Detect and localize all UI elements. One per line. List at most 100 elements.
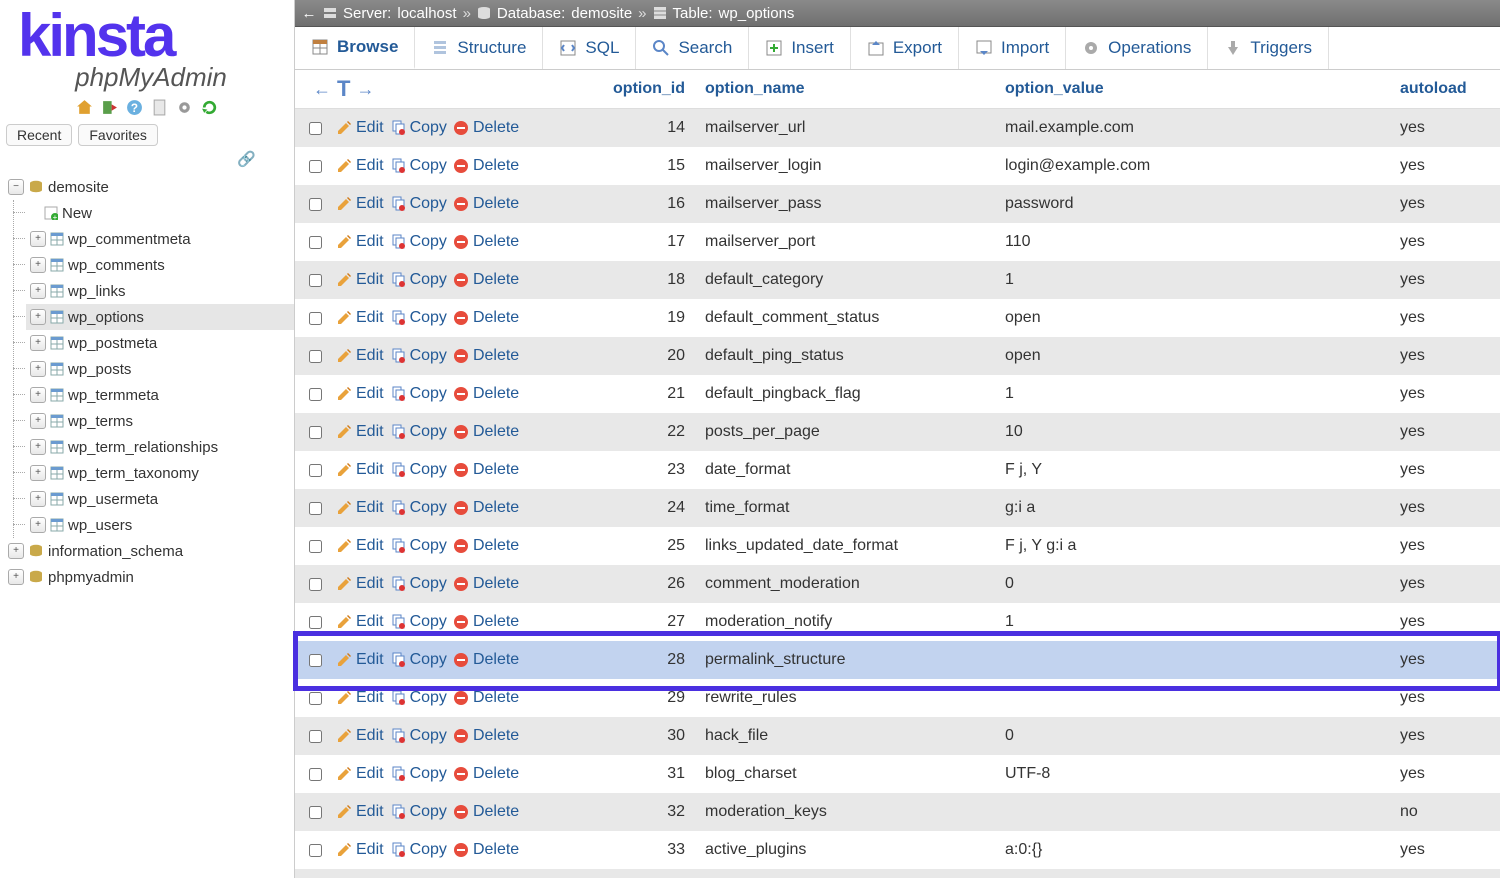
- recent-tab[interactable]: Recent: [6, 124, 72, 146]
- row-checkbox[interactable]: [309, 844, 322, 857]
- link-icon[interactable]: 🔗: [0, 150, 294, 172]
- sort-controls[interactable]: ←T→: [305, 76, 374, 102]
- tree-table-wp_usermeta[interactable]: +wp_usermeta: [26, 486, 294, 512]
- delete-link[interactable]: Delete: [453, 309, 519, 327]
- delete-link[interactable]: Delete: [453, 423, 519, 441]
- table-row[interactable]: Edit Copy Delete24time_formatg:i ayes: [295, 489, 1500, 527]
- edit-link[interactable]: Edit: [336, 803, 384, 821]
- bc-table[interactable]: wp_options: [719, 5, 795, 22]
- help-icon[interactable]: ?: [126, 99, 143, 116]
- tree-table-wp_links[interactable]: +wp_links: [26, 278, 294, 304]
- table-row[interactable]: Edit Copy Delete17mailserver_port110yes: [295, 223, 1500, 261]
- col-autoload[interactable]: autoload: [1390, 70, 1500, 109]
- copy-link[interactable]: Copy: [390, 499, 447, 517]
- edit-link[interactable]: Edit: [336, 461, 384, 479]
- col-option-value[interactable]: option_value: [995, 70, 1390, 109]
- copy-link[interactable]: Copy: [390, 271, 447, 289]
- favorites-tab[interactable]: Favorites: [78, 124, 158, 146]
- row-checkbox[interactable]: [309, 274, 322, 287]
- table-row[interactable]: Edit Copy Delete33active_pluginsa:0:{}ye…: [295, 831, 1500, 869]
- copy-link[interactable]: Copy: [390, 461, 447, 479]
- row-checkbox[interactable]: [309, 160, 322, 173]
- copy-link[interactable]: Copy: [390, 347, 447, 365]
- row-checkbox[interactable]: [309, 350, 322, 363]
- copy-link[interactable]: Copy: [390, 727, 447, 745]
- delete-link[interactable]: Delete: [453, 651, 519, 669]
- tab-browse[interactable]: Browse: [295, 27, 415, 69]
- edit-link[interactable]: Edit: [336, 119, 384, 137]
- tree-table-wp_commentmeta[interactable]: +wp_commentmeta: [26, 226, 294, 252]
- copy-link[interactable]: Copy: [390, 423, 447, 441]
- copy-link[interactable]: Copy: [390, 385, 447, 403]
- tab-operations[interactable]: Operations: [1066, 27, 1208, 69]
- bc-db[interactable]: demosite: [571, 5, 632, 22]
- table-row[interactable]: Edit Copy Delete32moderation_keysno: [295, 793, 1500, 831]
- delete-link[interactable]: Delete: [453, 575, 519, 593]
- copy-link[interactable]: Copy: [390, 537, 447, 555]
- edit-link[interactable]: Edit: [336, 575, 384, 593]
- tab-import[interactable]: Import: [959, 27, 1066, 69]
- edit-link[interactable]: Edit: [336, 765, 384, 783]
- delete-link[interactable]: Delete: [453, 385, 519, 403]
- tree-table-wp_postmeta[interactable]: +wp_postmeta: [26, 330, 294, 356]
- row-checkbox[interactable]: [309, 806, 322, 819]
- tree-new[interactable]: +New: [26, 200, 294, 226]
- row-checkbox[interactable]: [309, 616, 322, 629]
- edit-link[interactable]: Edit: [336, 195, 384, 213]
- delete-link[interactable]: Delete: [453, 461, 519, 479]
- bc-server[interactable]: localhost: [397, 5, 456, 22]
- delete-link[interactable]: Delete: [453, 271, 519, 289]
- edit-link[interactable]: Edit: [336, 309, 384, 327]
- table-row[interactable]: Edit Copy Delete22posts_per_page10yes: [295, 413, 1500, 451]
- table-row[interactable]: Edit Copy Delete14mailserver_urlmail.exa…: [295, 109, 1500, 148]
- tab-structure[interactable]: Structure: [415, 27, 543, 69]
- exit-icon[interactable]: [101, 99, 118, 116]
- delete-link[interactable]: Delete: [453, 727, 519, 745]
- delete-link[interactable]: Delete: [453, 803, 519, 821]
- row-checkbox[interactable]: [309, 464, 322, 477]
- table-row[interactable]: Edit Copy Delete25links_updated_date_for…: [295, 527, 1500, 565]
- table-row[interactable]: Edit Copy Delete16mailserver_passpasswor…: [295, 185, 1500, 223]
- row-checkbox[interactable]: [309, 388, 322, 401]
- copy-link[interactable]: Copy: [390, 613, 447, 631]
- delete-link[interactable]: Delete: [453, 537, 519, 555]
- delete-link[interactable]: Delete: [453, 765, 519, 783]
- table-row[interactable]: Edit Copy Delete15mailserver_loginlogin@…: [295, 147, 1500, 185]
- delete-link[interactable]: Delete: [453, 689, 519, 707]
- tree-table-wp_posts[interactable]: +wp_posts: [26, 356, 294, 382]
- table-row[interactable]: Edit Copy Delete27moderation_notify1yes: [295, 603, 1500, 641]
- back-button[interactable]: ←: [301, 5, 317, 22]
- delete-link[interactable]: Delete: [453, 841, 519, 859]
- tab-insert[interactable]: Insert: [749, 27, 851, 69]
- delete-link[interactable]: Delete: [453, 499, 519, 517]
- edit-link[interactable]: Edit: [336, 233, 384, 251]
- tree-db-phpmyadmin[interactable]: +phpmyadmin: [4, 564, 294, 590]
- delete-link[interactable]: Delete: [453, 195, 519, 213]
- tab-export[interactable]: Export: [851, 27, 959, 69]
- row-checkbox[interactable]: [309, 312, 322, 325]
- row-checkbox[interactable]: [309, 426, 322, 439]
- copy-link[interactable]: Copy: [390, 651, 447, 669]
- home-icon[interactable]: [76, 99, 93, 116]
- copy-link[interactable]: Copy: [390, 119, 447, 137]
- row-checkbox[interactable]: [309, 122, 322, 135]
- copy-link[interactable]: Copy: [390, 157, 447, 175]
- edit-link[interactable]: Edit: [336, 385, 384, 403]
- tree-table-wp_terms[interactable]: +wp_terms: [26, 408, 294, 434]
- table-row[interactable]: Edit Copy Delete31blog_charsetUTF-8yes: [295, 755, 1500, 793]
- delete-link[interactable]: Delete: [453, 233, 519, 251]
- delete-link[interactable]: Delete: [453, 347, 519, 365]
- edit-link[interactable]: Edit: [336, 841, 384, 859]
- gear-icon[interactable]: [176, 99, 193, 116]
- tree-table-wp_options[interactable]: +wp_options: [26, 304, 294, 330]
- row-checkbox[interactable]: [309, 692, 322, 705]
- edit-link[interactable]: Edit: [336, 727, 384, 745]
- table-row[interactable]: Edit Copy Delete28permalink_structureyes: [295, 641, 1500, 679]
- tree-table-wp_term_taxonomy[interactable]: +wp_term_taxonomy: [26, 460, 294, 486]
- copy-link[interactable]: Copy: [390, 841, 447, 859]
- delete-link[interactable]: Delete: [453, 613, 519, 631]
- table-row[interactable]: Edit Copy Delete23date_formatF j, Yyes: [295, 451, 1500, 489]
- tree-table-wp_term_relationships[interactable]: +wp_term_relationships: [26, 434, 294, 460]
- row-checkbox[interactable]: [309, 768, 322, 781]
- row-checkbox[interactable]: [309, 198, 322, 211]
